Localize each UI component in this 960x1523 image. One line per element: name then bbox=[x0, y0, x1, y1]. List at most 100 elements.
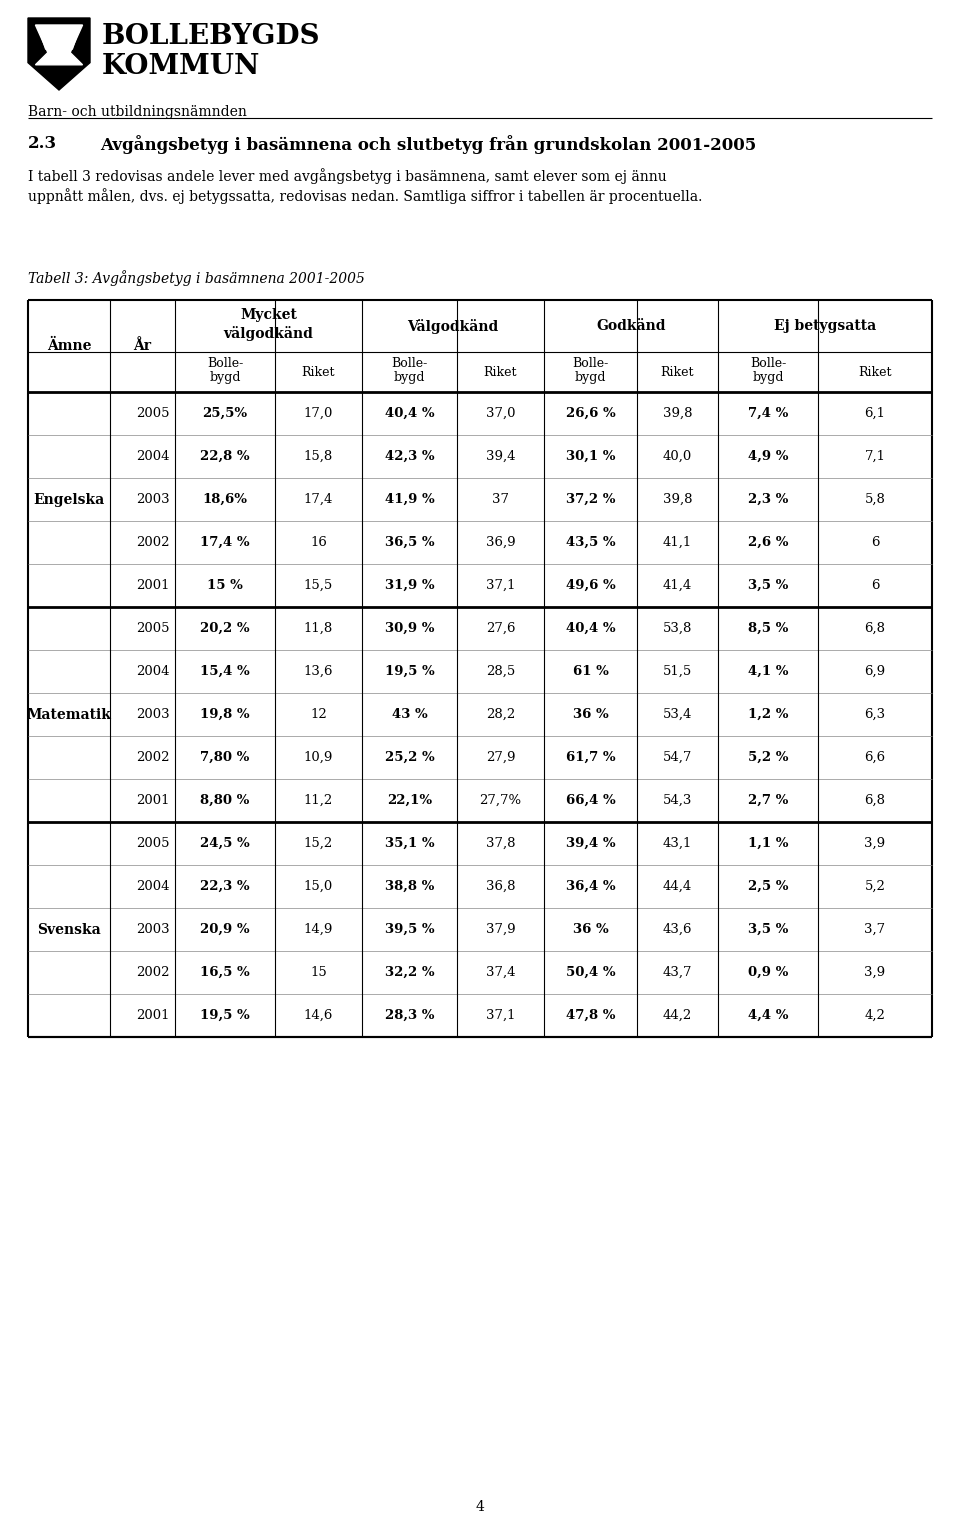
Text: 14,6: 14,6 bbox=[303, 1010, 333, 1022]
Text: 22,3 %: 22,3 % bbox=[201, 880, 250, 892]
Text: 36,4 %: 36,4 % bbox=[565, 880, 615, 892]
Text: 36,9: 36,9 bbox=[486, 536, 516, 548]
Text: 43,7: 43,7 bbox=[662, 966, 692, 979]
Text: 47,8 %: 47,8 % bbox=[565, 1010, 615, 1022]
Text: 61 %: 61 % bbox=[572, 666, 609, 678]
Text: 11,8: 11,8 bbox=[304, 621, 333, 635]
Text: 8,5 %: 8,5 % bbox=[748, 621, 788, 635]
Text: 53,8: 53,8 bbox=[662, 621, 692, 635]
Text: 37,1: 37,1 bbox=[486, 1010, 516, 1022]
Text: 6,8: 6,8 bbox=[865, 621, 885, 635]
Text: 17,4 %: 17,4 % bbox=[201, 536, 250, 548]
Text: 25,5%: 25,5% bbox=[203, 407, 248, 420]
Text: 26,6 %: 26,6 % bbox=[565, 407, 615, 420]
Text: 15,5: 15,5 bbox=[304, 579, 333, 592]
Text: 44,2: 44,2 bbox=[662, 1010, 692, 1022]
Text: 28,5: 28,5 bbox=[486, 666, 516, 678]
Text: välgodkänd: välgodkänd bbox=[224, 326, 313, 341]
Text: 4: 4 bbox=[475, 1500, 485, 1514]
Text: 2,7 %: 2,7 % bbox=[748, 793, 788, 807]
Text: 18,6%: 18,6% bbox=[203, 493, 248, 506]
Text: 2005: 2005 bbox=[136, 838, 170, 850]
Text: bygd: bygd bbox=[753, 372, 783, 384]
Text: KOMMUN: KOMMUN bbox=[102, 53, 260, 81]
Text: 37,0: 37,0 bbox=[486, 407, 516, 420]
Text: 2002: 2002 bbox=[136, 751, 170, 765]
Text: 2005: 2005 bbox=[136, 407, 170, 420]
Text: 27,7%: 27,7% bbox=[479, 793, 521, 807]
Text: 7,1: 7,1 bbox=[865, 449, 885, 463]
Text: 31,9 %: 31,9 % bbox=[385, 579, 434, 592]
Text: 37,4: 37,4 bbox=[486, 966, 516, 979]
Text: 2001: 2001 bbox=[136, 1010, 170, 1022]
Text: 3,9: 3,9 bbox=[864, 838, 885, 850]
Text: 2004: 2004 bbox=[136, 880, 170, 892]
Text: Engelska: Engelska bbox=[34, 492, 105, 507]
Text: 4,2: 4,2 bbox=[865, 1010, 885, 1022]
Text: 20,9 %: 20,9 % bbox=[201, 923, 250, 937]
Text: 3,5 %: 3,5 % bbox=[748, 923, 788, 937]
Polygon shape bbox=[28, 18, 90, 90]
Text: År: År bbox=[133, 340, 152, 353]
Text: Barn- och utbildningsnämnden: Barn- och utbildningsnämnden bbox=[28, 105, 247, 119]
Text: 66,4 %: 66,4 % bbox=[565, 793, 615, 807]
Text: 5,2 %: 5,2 % bbox=[748, 751, 788, 765]
Text: Bolle-: Bolle- bbox=[392, 356, 427, 370]
Text: Riket: Riket bbox=[660, 366, 694, 379]
Text: 0,9 %: 0,9 % bbox=[748, 966, 788, 979]
Text: 27,9: 27,9 bbox=[486, 751, 516, 765]
Text: 24,5 %: 24,5 % bbox=[200, 838, 250, 850]
Text: 15,2: 15,2 bbox=[304, 838, 333, 850]
Text: Riket: Riket bbox=[301, 366, 335, 379]
Text: 6,6: 6,6 bbox=[864, 751, 885, 765]
Text: 43,1: 43,1 bbox=[662, 838, 692, 850]
Text: 19,8 %: 19,8 % bbox=[201, 708, 250, 720]
Text: 5,8: 5,8 bbox=[865, 493, 885, 506]
Polygon shape bbox=[36, 24, 83, 65]
Text: 3,9: 3,9 bbox=[864, 966, 885, 979]
Text: Bolle-: Bolle- bbox=[750, 356, 786, 370]
Text: 3,5 %: 3,5 % bbox=[748, 579, 788, 592]
Text: 39,8: 39,8 bbox=[662, 493, 692, 506]
Text: 2002: 2002 bbox=[136, 966, 170, 979]
Text: 17,4: 17,4 bbox=[303, 493, 333, 506]
Text: 40,4 %: 40,4 % bbox=[565, 621, 615, 635]
Text: 2,5 %: 2,5 % bbox=[748, 880, 788, 892]
Text: 4,4 %: 4,4 % bbox=[748, 1010, 788, 1022]
Text: 6,9: 6,9 bbox=[864, 666, 885, 678]
Text: 36 %: 36 % bbox=[572, 708, 609, 720]
Text: Riket: Riket bbox=[858, 366, 892, 379]
Text: Svenska: Svenska bbox=[37, 923, 101, 937]
Text: 37: 37 bbox=[492, 493, 509, 506]
Text: 54,7: 54,7 bbox=[662, 751, 692, 765]
Text: 2001: 2001 bbox=[136, 579, 170, 592]
Text: 40,4 %: 40,4 % bbox=[385, 407, 434, 420]
Text: Mycket: Mycket bbox=[240, 308, 297, 321]
Text: 15,4 %: 15,4 % bbox=[200, 666, 250, 678]
Text: 37,2 %: 37,2 % bbox=[565, 493, 615, 506]
Text: 15,8: 15,8 bbox=[304, 449, 333, 463]
Text: 39,4 %: 39,4 % bbox=[565, 838, 615, 850]
Text: 7,4 %: 7,4 % bbox=[748, 407, 788, 420]
Text: 2001: 2001 bbox=[136, 793, 170, 807]
Text: 36 %: 36 % bbox=[572, 923, 609, 937]
Text: 30,1 %: 30,1 % bbox=[565, 449, 615, 463]
Text: Välgodkänd: Välgodkänd bbox=[407, 318, 498, 334]
Text: 2.3: 2.3 bbox=[28, 136, 58, 152]
Text: 16,5 %: 16,5 % bbox=[200, 966, 250, 979]
Text: 8,80 %: 8,80 % bbox=[201, 793, 250, 807]
Text: 28,3 %: 28,3 % bbox=[385, 1010, 434, 1022]
Text: 6,8: 6,8 bbox=[865, 793, 885, 807]
Text: 2003: 2003 bbox=[136, 708, 170, 720]
Text: Godkänd: Godkänd bbox=[596, 318, 665, 334]
Text: 39,4: 39,4 bbox=[486, 449, 516, 463]
Text: 6,3: 6,3 bbox=[864, 708, 885, 720]
Text: 53,4: 53,4 bbox=[662, 708, 692, 720]
Text: 6: 6 bbox=[871, 536, 879, 548]
Text: 22,8 %: 22,8 % bbox=[201, 449, 250, 463]
Text: 4,1 %: 4,1 % bbox=[748, 666, 788, 678]
Text: 16: 16 bbox=[310, 536, 327, 548]
Text: 2004: 2004 bbox=[136, 666, 170, 678]
Text: Tabell 3: Avgångsbetyg i basämnena 2001-2005: Tabell 3: Avgångsbetyg i basämnena 2001-… bbox=[28, 270, 365, 286]
Text: Avgångsbetyg i basämnena och slutbetyg från grundskolan 2001-2005: Avgångsbetyg i basämnena och slutbetyg f… bbox=[100, 136, 756, 154]
